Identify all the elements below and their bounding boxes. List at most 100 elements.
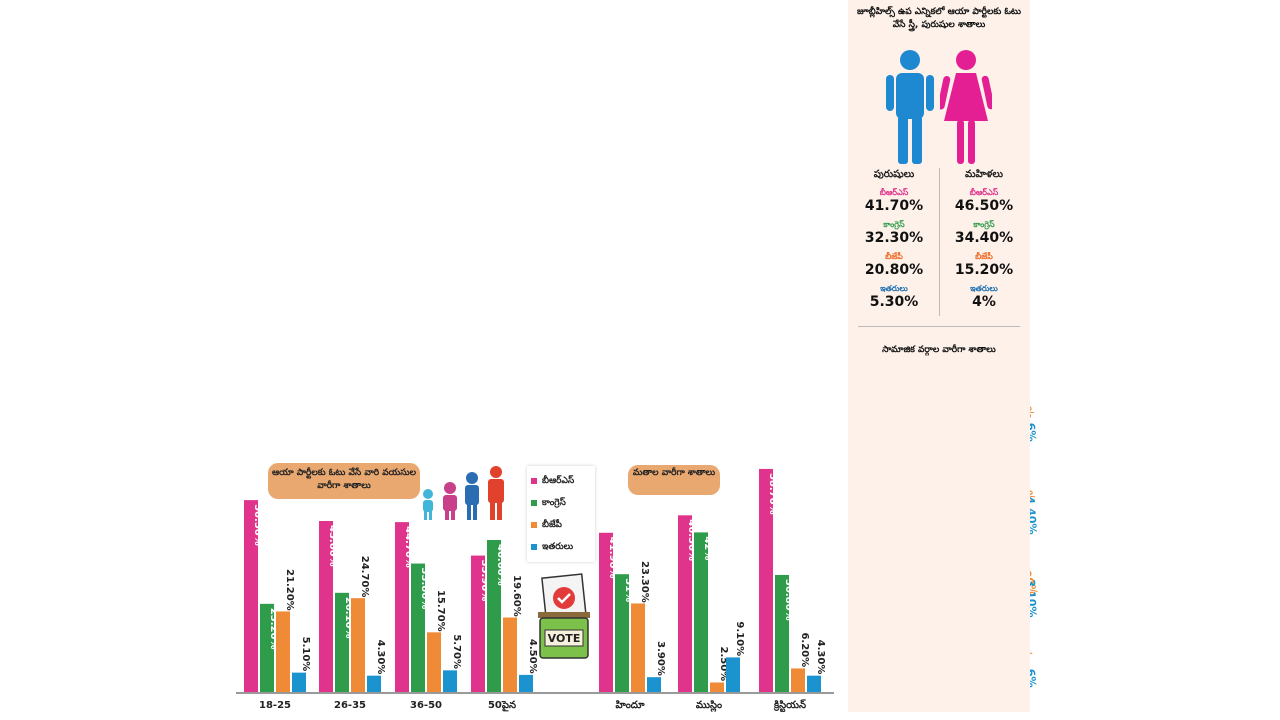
age-bar-3-1 — [487, 540, 501, 692]
women-congress-party: కాంగ్రెస్ — [973, 220, 995, 229]
religion-data-label-1-0: 46.50% — [686, 519, 697, 561]
men-brs-value: 41.70% — [864, 198, 924, 214]
women-brs-party: బీఆర్ఎస్ — [969, 188, 999, 197]
age-data-label-0-2: 21.20% — [284, 569, 295, 611]
age-bar-3-3 — [519, 674, 533, 692]
women-congress-value: 34.40% — [954, 230, 1014, 246]
age-bar-0-1 — [260, 603, 274, 692]
age-bar-0-0 — [244, 500, 258, 692]
men-column: పురుషులు బీఆర్ఎస్ 41.70% కాంగ్రెస్ 32.30… — [852, 168, 936, 316]
religion-data-label-2-1: 30.80% — [783, 579, 794, 621]
age-data-label-3-1: 40.00% — [495, 544, 506, 586]
religion-bar-2-0 — [759, 468, 773, 692]
religion-bar-2-1 — [775, 574, 789, 692]
age-bar-2-2 — [427, 632, 441, 692]
women-others-party: ఇతరులు — [970, 284, 998, 293]
religion-bar-1-0 — [678, 515, 692, 692]
religion-category-label-2: క్రిస్టియన్ — [773, 699, 806, 713]
women-label: మహిళలు — [964, 169, 1004, 180]
religion-bar-0-3 — [647, 677, 661, 692]
men-label: పురుషులు — [873, 169, 915, 180]
age-bar-1-2 — [351, 598, 365, 692]
age-data-label-1-2: 24.70% — [359, 556, 370, 598]
age-data-label-3-0: 35.90% — [479, 560, 490, 602]
men-bjp-value: 20.80% — [864, 262, 924, 278]
religion-chart-title: మతాల వారీగా శాతాలు — [628, 465, 720, 495]
legend-item-congress: కాంగ్రెస్ — [531, 492, 591, 514]
gender-social-panel: జూబ్లీహిల్స్ ఉప ఎన్నికలో ఆయా పార్టీలకు ఓ… — [848, 0, 1030, 712]
legend-label-others: ఇతరులు — [542, 542, 574, 552]
women-bjp-value: 15.20% — [954, 262, 1014, 278]
gender-divider — [939, 168, 940, 316]
age-data-label-0-1: 23.20% — [268, 608, 279, 650]
religion-data-label-0-0: 41.90% — [607, 537, 618, 579]
religion-bar-2-2 — [791, 668, 805, 692]
women-column: మహిళలు బీఆర్ఎస్ 46.50% కాంగ్రెస్ 34.40% … — [942, 168, 1026, 316]
men-congress-value: 32.30% — [864, 230, 924, 246]
religion-data-label-2-0: 58.70% — [767, 473, 778, 515]
vote-label: VOTE — [548, 632, 581, 645]
age-data-label-0-0: 50.50% — [252, 504, 263, 546]
gender-title: జూబ్లీహిల్స్ ఉప ఎన్నికలో ఆయా పార్టీలకు ఓ… — [856, 7, 1021, 30]
legend-label-congress: కాంగ్రెస్ — [542, 498, 566, 508]
religion-bar-1-2 — [710, 682, 724, 692]
women-brs-value: 46.50% — [954, 198, 1014, 214]
ballot-box-icon: VOTE — [538, 573, 590, 659]
age-data-label-3-2: 19.60% — [511, 575, 522, 617]
religion-category-label-0: హిందూ — [615, 700, 644, 711]
legend-swatch-bjp — [531, 521, 537, 528]
age-bar-2-0 — [395, 522, 409, 692]
family-icon — [423, 466, 504, 520]
religion-bar-0-0 — [599, 532, 613, 692]
religion-data-label-0-1: 31% — [623, 578, 634, 602]
age-data-label-1-1: 26.10% — [343, 597, 354, 639]
age-data-label-2-0: 44.70% — [403, 526, 414, 568]
religion-data-label-2-3: 4.30% — [815, 640, 826, 675]
age-data-label-1-3: 4.30% — [375, 640, 386, 675]
religion-bar-2-3 — [807, 675, 821, 692]
age-data-label-0-3: 5.10% — [300, 637, 311, 672]
religion-bar-1-3 — [726, 657, 740, 692]
age-bar-2-1 — [411, 563, 425, 692]
religion-data-label-2-2: 6.20% — [799, 632, 810, 667]
age-bar-3-0 — [471, 555, 485, 692]
legend-item-others: ఇతరులు — [531, 536, 591, 558]
religion-data-label-1-2: 2.50% — [718, 647, 729, 682]
legend-swatch-brs — [531, 477, 537, 484]
women-others-value: 4% — [972, 294, 996, 310]
age-data-label-1-0: 45.00% — [327, 525, 338, 567]
panel-divider — [858, 326, 1020, 327]
religion-data-label-1-1: 42% — [702, 536, 713, 560]
religion-bar-0-2 — [631, 603, 645, 692]
legend-swatch-others — [531, 543, 537, 550]
age-bar-3-2 — [503, 617, 517, 692]
age-bar-0-2 — [276, 611, 290, 692]
men-others-party: ఇతరులు — [880, 284, 908, 293]
age-bar-2-3 — [443, 670, 457, 692]
age-data-label-3-3: 4.50% — [527, 639, 538, 674]
age-category-label-0: 18-25 — [259, 700, 291, 711]
religion-bar-0-1 — [615, 574, 629, 692]
legend-label-brs: బీఆర్‌ఎస్ — [542, 476, 575, 486]
religion-data-label-1-3: 9.10% — [734, 621, 745, 656]
age-data-label-2-2: 15.70% — [435, 590, 446, 632]
age-data-label-2-3: 5.70% — [451, 634, 462, 669]
age-bar-1-3 — [367, 675, 381, 692]
legend-item-bjp: బీజేపీ — [531, 514, 591, 536]
age-category-label-2: 36-50 — [410, 700, 442, 711]
chart-legend: బీఆర్‌ఎస్ కాంగ్రెస్ బీజేపీ ఇతరులు — [527, 466, 595, 562]
legend-swatch-congress — [531, 499, 537, 506]
religion-data-label-0-2: 23.30% — [639, 561, 650, 603]
men-brs-party: బీఆర్ఎస్ — [879, 188, 909, 197]
age-data-label-2-1: 33.80% — [419, 568, 430, 610]
age-category-label-1: 26-35 — [334, 700, 366, 711]
age-bar-0-3 — [292, 672, 306, 692]
social-title: సామాజిక వర్గాల వారీగా శాతాలు — [882, 345, 996, 355]
age-bar-1-0 — [319, 521, 333, 692]
religion-data-label-0-3: 3.90% — [655, 641, 666, 676]
men-congress-party: కాంగ్రెస్ — [883, 220, 905, 229]
age-bar-1-1 — [335, 592, 349, 692]
age-chart-title: ఆయా పార్టీలకు ఓటు వేసే వారి వయసుల వారీగా… — [268, 463, 420, 499]
man-icon — [886, 50, 934, 164]
